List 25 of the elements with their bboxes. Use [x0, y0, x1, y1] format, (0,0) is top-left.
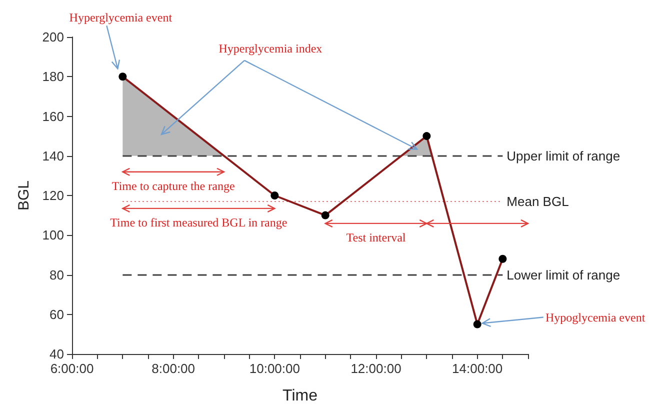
y-tick-label: 60: [50, 306, 64, 322]
y-tick-label: 80: [50, 267, 64, 282]
text: Hyperglycemia event: [69, 10, 173, 25]
annotation: Time to capture the range: [112, 178, 235, 193]
y-tick-label: 100: [42, 228, 64, 243]
y-axis-title: BGL: [15, 180, 32, 211]
ref-line-label: Lower limit of range: [506, 267, 620, 282]
x-axis-title: Time: [282, 388, 318, 404]
annotation: Test interval: [346, 230, 406, 244]
y-tick-label: 200: [42, 30, 64, 44]
x-tick-label: 8:00:00: [152, 361, 196, 376]
y-tick-label: 160: [42, 108, 64, 124]
ref-line-label: Mean BGL: [506, 194, 569, 209]
annotation: Hypoglycemia event: [546, 310, 646, 324]
y-tick-label: 140: [42, 148, 64, 164]
ref-line-label: Upper limit of range: [506, 148, 620, 164]
y-tick-label: 120: [42, 188, 64, 203]
y-tick-label: 180: [42, 69, 64, 84]
annotation: Hyperglycemia index: [218, 41, 322, 56]
x-tick-label: 14:00:00: [452, 361, 503, 376]
annotation: Time to first measured BGL in range: [110, 215, 288, 230]
x-tick-label: 6:00:00: [50, 361, 94, 376]
y-tick-label: 40: [50, 346, 64, 362]
x-tick-label: 10:00:00: [249, 361, 300, 376]
x-tick-label: 12:00:00: [350, 361, 402, 376]
